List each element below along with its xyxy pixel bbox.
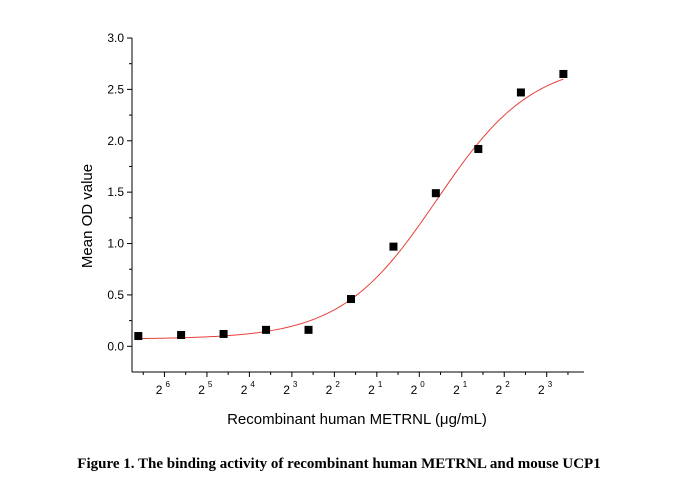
y-tick-label: 1.0 bbox=[107, 237, 124, 251]
x-tick-exponent: 3 bbox=[548, 380, 553, 389]
figure-caption: Figure 1. The binding activity of recomb… bbox=[77, 456, 601, 472]
x-tick-exponent: 1 bbox=[463, 380, 468, 389]
y-tick-label: 0.5 bbox=[107, 288, 124, 302]
data-point bbox=[262, 325, 271, 334]
axes bbox=[131, 38, 584, 373]
y-tick-label: 2.5 bbox=[107, 82, 124, 96]
x-tick-base: 2 bbox=[453, 383, 460, 397]
x-tick-exponent: 4 bbox=[250, 380, 255, 389]
x-tick-exponent: 2 bbox=[335, 380, 340, 389]
y-axis-ticks: 0.0 0.5 1.0 1.5 2.0 2.5 3.0 bbox=[107, 31, 132, 353]
data-point bbox=[177, 331, 186, 340]
y-tick-label: 2.0 bbox=[107, 134, 124, 148]
y-axis-title: Mean OD value bbox=[79, 164, 96, 268]
data-points bbox=[134, 69, 568, 341]
x-tick-exponent: 3 bbox=[293, 380, 298, 389]
x-tick-base: 2 bbox=[538, 383, 545, 397]
data-point bbox=[516, 88, 525, 97]
x-axis-title: Recombinant human METRNL (μg/mL) bbox=[227, 411, 487, 428]
x-tick-base: 2 bbox=[368, 383, 375, 397]
x-tick-base: 2 bbox=[283, 383, 290, 397]
x-tick-base: 2 bbox=[326, 383, 333, 397]
data-point bbox=[134, 332, 143, 341]
x-tick-exponent: 0 bbox=[420, 380, 425, 389]
data-point bbox=[559, 69, 568, 78]
y-tick-label: 3.0 bbox=[107, 31, 124, 45]
data-point bbox=[389, 242, 398, 251]
x-tick-exponent: 1 bbox=[378, 380, 383, 389]
x-tick-exponent: 5 bbox=[208, 380, 213, 389]
data-point bbox=[431, 189, 440, 198]
x-tick-base: 2 bbox=[241, 383, 248, 397]
x-tick-base: 2 bbox=[156, 383, 163, 397]
x-tick-exponent: 6 bbox=[165, 380, 170, 389]
y-tick-label: 0.0 bbox=[107, 339, 124, 353]
data-point bbox=[346, 295, 355, 304]
x-tick-exponent: 2 bbox=[505, 380, 510, 389]
y-tick-label: 1.5 bbox=[107, 185, 124, 199]
x-tick-base: 2 bbox=[496, 383, 503, 397]
x-tick-base: 2 bbox=[198, 383, 205, 397]
data-point bbox=[474, 144, 483, 153]
x-tick-base: 2 bbox=[411, 383, 418, 397]
data-point bbox=[304, 325, 313, 334]
data-point bbox=[219, 329, 228, 338]
